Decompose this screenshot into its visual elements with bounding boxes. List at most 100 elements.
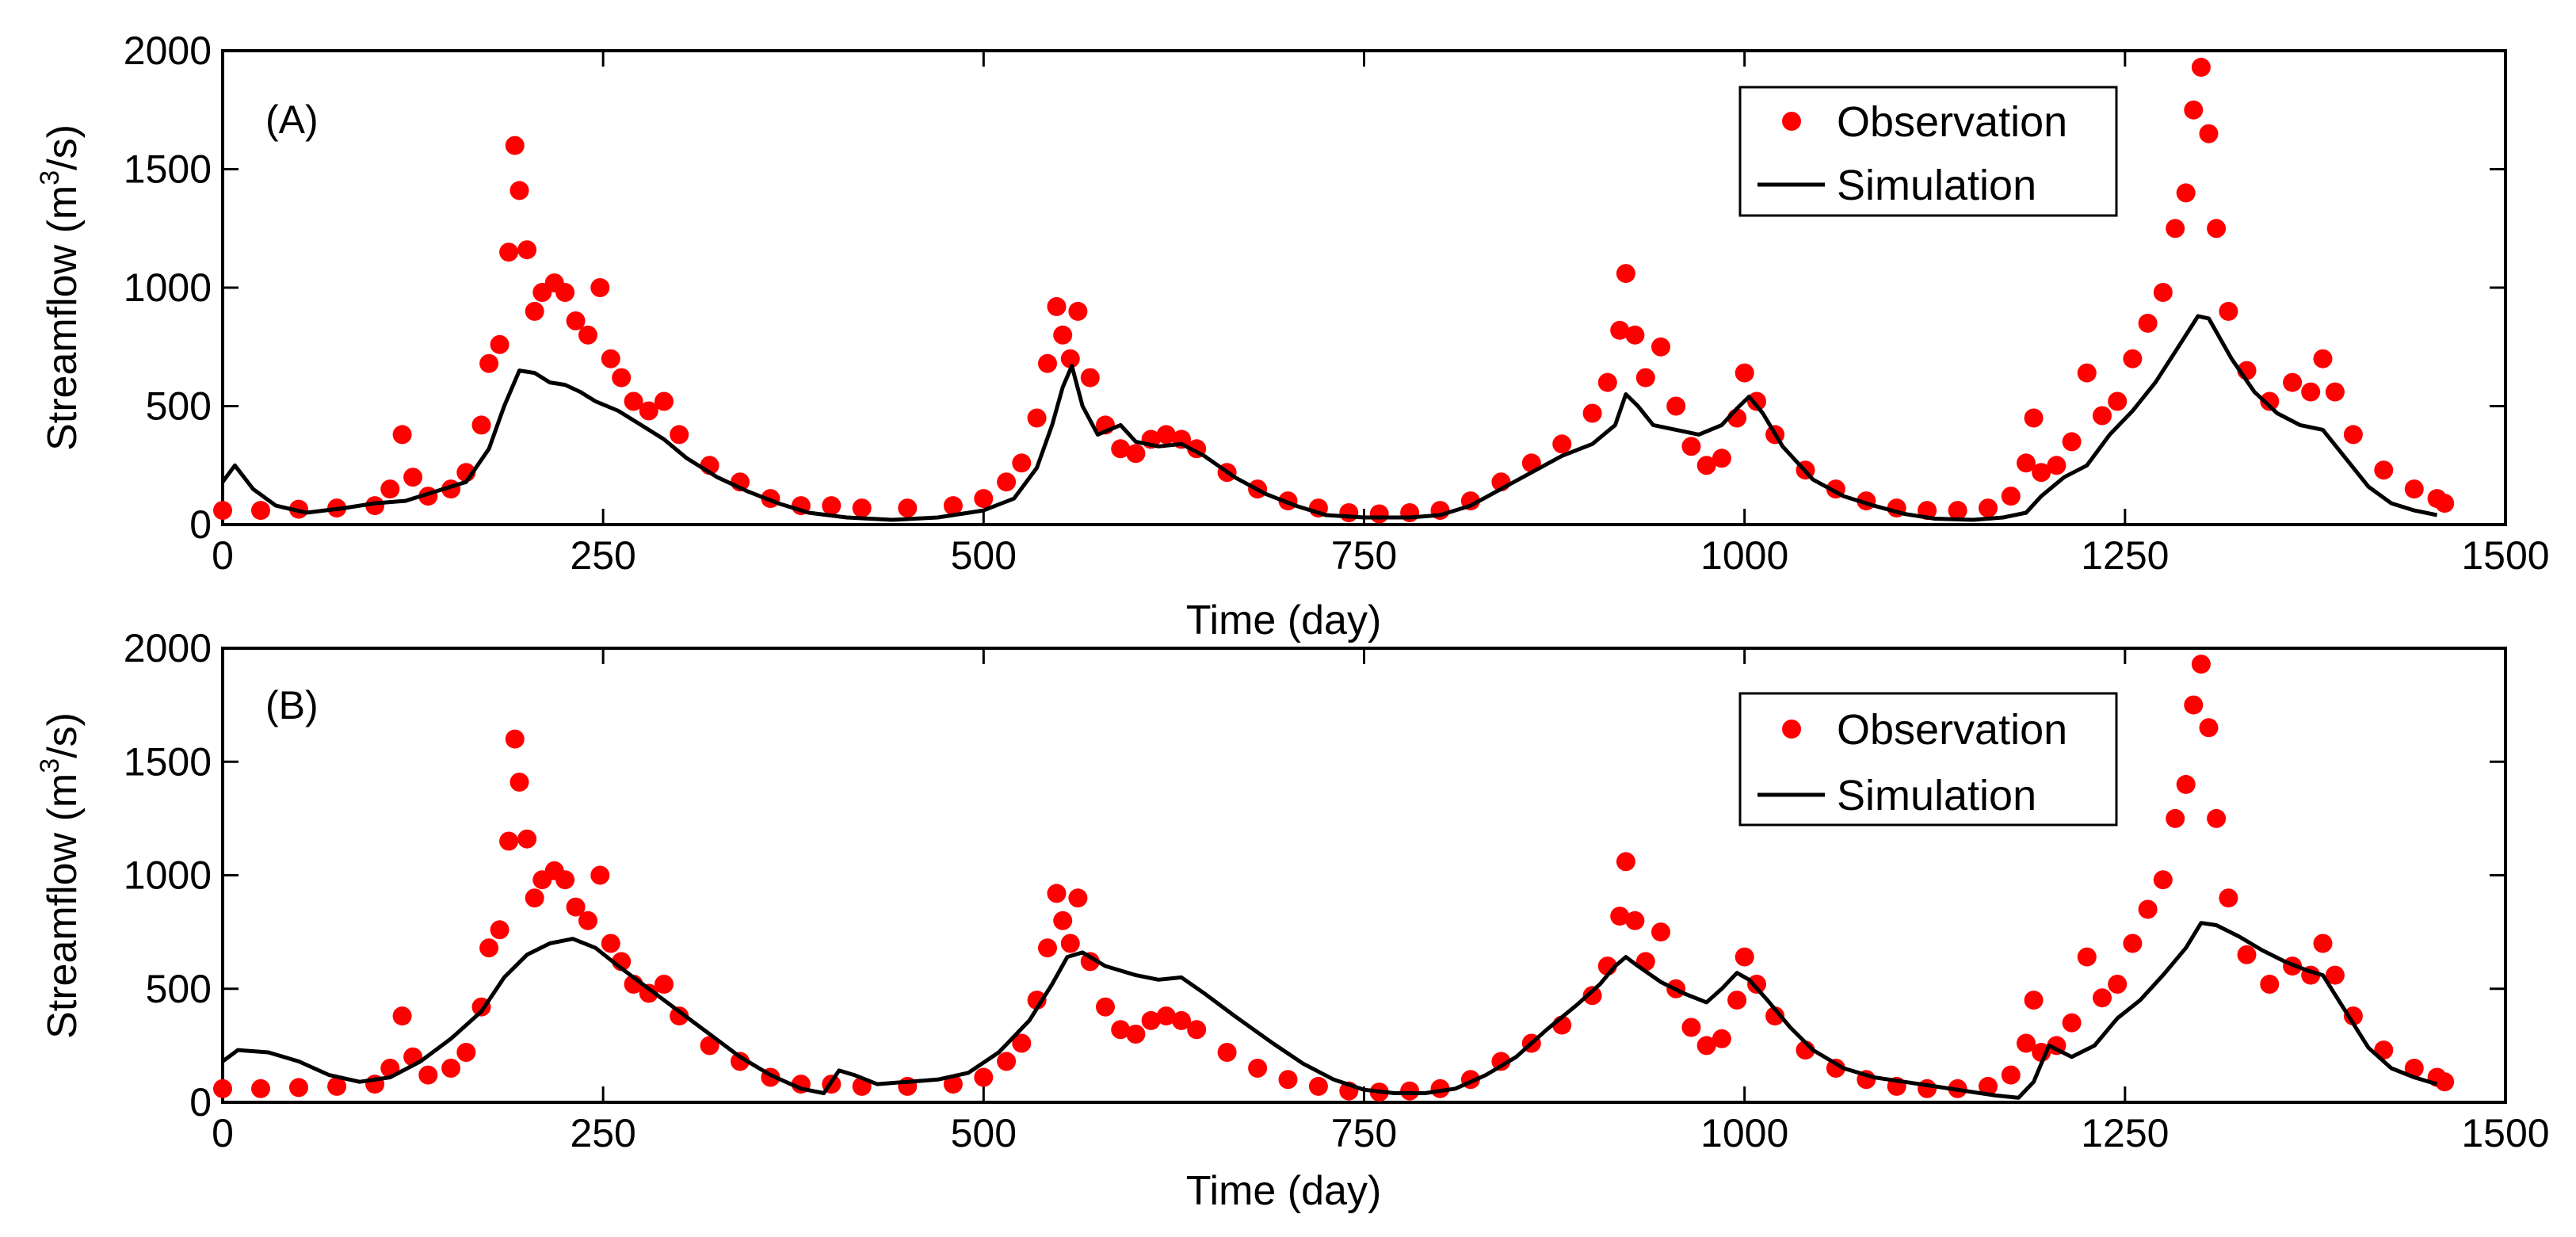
- observation-point: [1369, 504, 1389, 524]
- legend: Observation Simulation: [1738, 86, 2118, 217]
- observation-point: [1012, 1033, 1032, 1053]
- observation-point: [509, 181, 529, 200]
- observation-point: [1616, 852, 1635, 872]
- observation-point: [1400, 1081, 1420, 1101]
- observation-point: [499, 242, 519, 262]
- observation-point: [1681, 437, 1701, 456]
- observation-point: [1053, 911, 1073, 930]
- observation-point: [1038, 353, 1057, 373]
- simulation-line: [221, 921, 2438, 1100]
- observation-point: [1491, 1052, 1511, 1071]
- observation-point: [670, 1006, 689, 1026]
- observation-point: [1979, 1076, 1998, 1096]
- observation-point: [1060, 933, 1080, 953]
- observation-point: [1080, 952, 1100, 972]
- observation-point: [251, 501, 270, 521]
- x-tick-label: 1000: [1700, 533, 1788, 578]
- observation-point: [1681, 1017, 1701, 1037]
- observation-point: [2283, 372, 2303, 392]
- observation-point: [2184, 100, 2204, 120]
- simulation-line: [220, 314, 2438, 522]
- observation-point: [2199, 124, 2219, 143]
- observation-point: [590, 865, 610, 885]
- y-axis-ticks: 0 500 1000 1500 2000: [124, 29, 2505, 547]
- observation-point: [2047, 456, 2067, 475]
- observation-point: [392, 1006, 412, 1026]
- observation-point: [1552, 434, 1572, 454]
- y-tick-label: 1500: [124, 147, 212, 192]
- observation-point: [2313, 349, 2333, 368]
- observation-point: [1712, 1029, 1731, 1048]
- observation-point: [997, 472, 1017, 492]
- observation-point: [1080, 368, 1100, 388]
- observation-point: [2024, 408, 2044, 428]
- observation-point: [1610, 320, 1630, 340]
- observation-point: [2077, 363, 2097, 383]
- panel-label: (A): [265, 97, 319, 142]
- x-tick-label: 250: [570, 533, 635, 578]
- observation-point: [1047, 296, 1067, 316]
- x-tick-label: 250: [570, 1111, 635, 1155]
- y-tick-label: 500: [146, 967, 212, 1011]
- observation-point: [822, 496, 841, 516]
- observation-point: [1047, 884, 1067, 903]
- observation-point: [1248, 1059, 1268, 1078]
- observation-point: [1096, 997, 1115, 1017]
- observation-point: [2024, 991, 2044, 1010]
- observation-point: [2153, 870, 2173, 890]
- observation-point: [2153, 283, 2173, 302]
- x-tick-label: 1250: [2081, 533, 2169, 578]
- observation-point: [1187, 1020, 1207, 1040]
- observation-point: [505, 136, 525, 155]
- observation-point: [2166, 808, 2185, 828]
- observation-point: [1582, 986, 1602, 1006]
- observation-point: [1712, 449, 1731, 468]
- observation-point: [555, 870, 575, 890]
- observation-point: [365, 496, 385, 516]
- observation-point: [943, 1075, 963, 1094]
- observation-point: [1038, 938, 1057, 958]
- x-tick-label: 500: [951, 1111, 1017, 1155]
- x-axis-label: Time (day): [1186, 1168, 1382, 1214]
- observation-point: [2343, 1006, 2363, 1026]
- observation-point: [1053, 325, 1073, 345]
- observation-point: [499, 831, 519, 851]
- observation-point: [327, 1076, 347, 1096]
- observation-point: [2166, 219, 2185, 239]
- observation-point: [1666, 396, 1686, 416]
- observation-point: [2062, 432, 2082, 452]
- observation-point: [441, 1059, 461, 1078]
- observation-point: [2093, 988, 2112, 1008]
- observation-point: [2017, 453, 2036, 473]
- observation-point: [1635, 368, 1655, 388]
- observation-point: [1278, 1070, 1298, 1090]
- observation-point: [289, 1078, 308, 1098]
- observation-point: [1339, 503, 1359, 522]
- observation-point: [1651, 337, 1670, 357]
- observation-point: [213, 501, 232, 521]
- observation-point: [852, 498, 872, 518]
- observation-point: [2404, 1059, 2424, 1078]
- observation-point: [1948, 501, 1967, 521]
- observation-point: [2077, 947, 2097, 967]
- y-tick-label: 500: [146, 384, 212, 429]
- observation-series: [213, 655, 2455, 1102]
- observation-point: [1060, 349, 1080, 368]
- observation-point: [1068, 888, 1088, 908]
- observation-point: [2062, 1013, 2082, 1033]
- observation-point: [1651, 922, 1670, 942]
- observation-point: [2301, 382, 2321, 402]
- observation-point: [1141, 1010, 1161, 1030]
- observation-point: [2123, 349, 2143, 368]
- observation-point: [1068, 301, 1088, 321]
- simulation-series: [220, 314, 2438, 522]
- legend-observation-marker: [1782, 720, 1801, 739]
- observation-point: [505, 729, 525, 749]
- observation-point: [2404, 479, 2424, 499]
- observation-point: [624, 391, 643, 411]
- observation-point: [2032, 463, 2051, 483]
- observation-point: [2207, 219, 2227, 239]
- observation-point: [2260, 975, 2280, 994]
- observation-point: [456, 1043, 476, 1062]
